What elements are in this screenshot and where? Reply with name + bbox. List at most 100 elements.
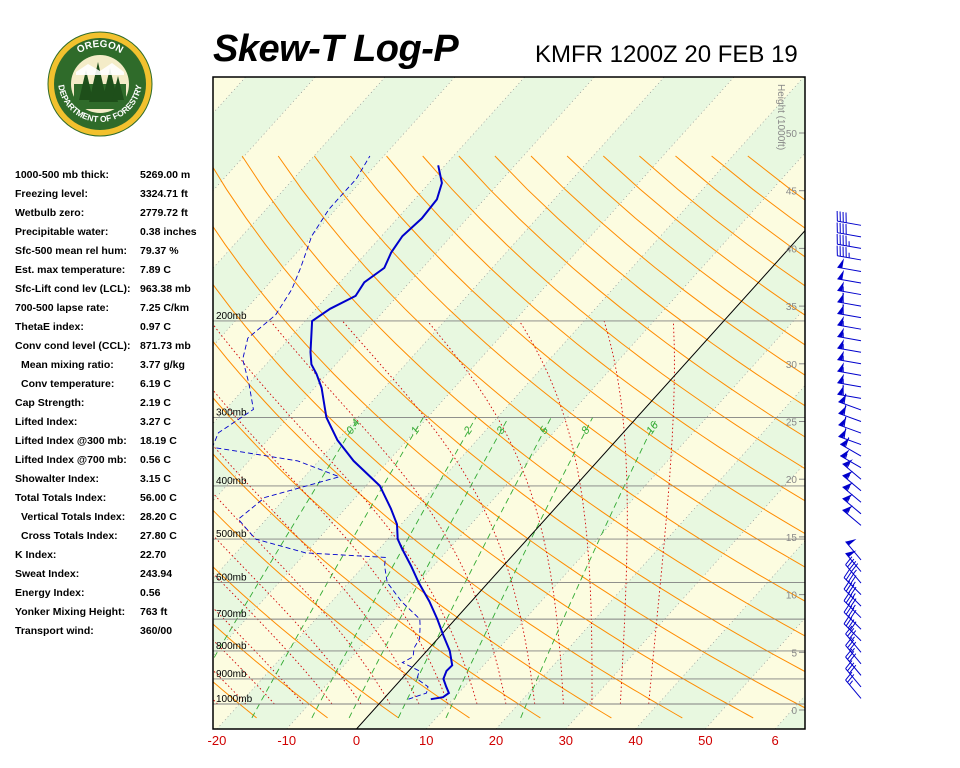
wind-barb <box>837 258 862 272</box>
index-row: Total Totals Index: 56.00 C <box>15 489 215 508</box>
wind-barb-staff <box>845 679 862 699</box>
index-label: Lifted Index @700 mb: <box>15 454 127 466</box>
temperature-axis: -20 -10 0 10 20 30 40 50 6 <box>208 733 779 748</box>
index-row: Lifted Index: 3.27 C <box>15 413 215 432</box>
index-row: K Index: 22.70 <box>15 546 215 565</box>
wind-barb-pennant <box>837 350 844 361</box>
wind-barb <box>837 339 862 353</box>
dewpoint-profile-line <box>213 155 429 700</box>
index-value: 871.73 mb <box>140 340 191 352</box>
index-value: 3.15 C <box>140 473 171 485</box>
index-row: Sfc-500 mean rel hum: 79.37 % <box>15 242 215 261</box>
wind-barb-pennant <box>838 394 847 404</box>
index-value: 360/00 <box>140 625 173 637</box>
wind-barb-staff <box>843 623 862 642</box>
wind-barbs <box>836 210 862 699</box>
index-label: Est. max temperature: <box>15 264 126 276</box>
wind-barb-pennant <box>842 482 853 491</box>
index-label: Energy Index: <box>15 587 85 599</box>
wind-barb-half-feather <box>850 636 855 642</box>
zero-isotherm-line <box>356 229 805 729</box>
index-row: Wetbulb zero: 2779.72 ft <box>15 204 215 223</box>
temperature-tick-label: 0 <box>353 733 360 748</box>
wind-barb-pennant <box>845 539 857 546</box>
isotherm-band <box>635 540 805 729</box>
dry-adiabat-line <box>313 155 805 568</box>
wind-barb <box>837 362 862 376</box>
wind-barb <box>837 350 862 365</box>
height-tick-label: 30 <box>786 360 798 371</box>
index-value: 22.70 <box>140 549 167 561</box>
wind-barb-pennant <box>837 327 844 338</box>
dry-adiabat-line <box>386 155 805 502</box>
wind-barb-staff <box>837 370 862 376</box>
index-value: 79.37 % <box>140 245 179 257</box>
index-value: 7.25 C/km <box>140 302 190 314</box>
index-value: 0.56 C <box>140 454 171 466</box>
index-row: ThetaE index: 0.97 C <box>15 318 215 337</box>
wind-barb <box>839 437 862 457</box>
wind-barb-feather <box>849 560 857 570</box>
dry-adiabat-line <box>494 155 805 407</box>
index-row: Showalter Index: 3.15 C <box>15 470 215 489</box>
index-value: 56.00 C <box>140 492 177 504</box>
index-label: Total Totals Index: <box>15 492 107 504</box>
wind-barb <box>836 210 862 226</box>
temperature-tick-label: 20 <box>489 733 503 748</box>
mixing-ratio-label: 1 <box>409 425 422 437</box>
wind-barb-pennant <box>837 269 844 280</box>
wind-barb-feather <box>844 437 850 448</box>
mixing-ratio-line <box>311 417 477 719</box>
isobar-label: 300mb <box>216 407 247 418</box>
wind-barb-feather <box>845 660 853 669</box>
wind-barb-pennant <box>840 449 850 459</box>
wind-barb-pennant <box>842 470 853 479</box>
wind-barb-pennant <box>838 428 847 439</box>
wind-barb-pennant <box>837 258 844 269</box>
wind-barb <box>837 327 862 342</box>
height-tick-label: 0 <box>791 706 797 717</box>
oregon-forestry-logo: OREGON DEPARTMENT OF FORESTRY <box>47 31 153 137</box>
wind-barb <box>842 482 862 503</box>
index-value: 763 ft <box>140 606 168 618</box>
mixing-ratio-line <box>213 417 360 661</box>
svg-text:OREGON: OREGON <box>75 39 125 56</box>
wind-barb-staff <box>838 424 862 434</box>
wind-barb-feather <box>849 664 857 674</box>
index-value: 3.27 C <box>140 416 171 428</box>
mixing-ratio-line <box>520 417 658 719</box>
index-value: 0.97 C <box>140 321 171 333</box>
wind-barb-feather <box>843 416 847 427</box>
isobar-label: 200mb <box>216 311 247 322</box>
wind-barb-feather <box>849 641 857 651</box>
wind-barb-half-feather <box>852 581 856 587</box>
isobar-label: 600mb <box>216 572 247 583</box>
wind-barb-staff <box>837 312 862 319</box>
index-row: Lifted Index @300 mb: 18.19 C <box>15 432 215 451</box>
wind-barb-feather <box>849 575 857 585</box>
height-tick-label: 40 <box>786 244 798 255</box>
wind-barb <box>845 660 862 688</box>
wind-barb-half-feather <box>852 604 856 610</box>
wind-barb <box>836 245 862 261</box>
wind-barb-pennant <box>838 417 847 427</box>
index-row: Lifted Index @700 mb: 0.56 C <box>15 451 215 470</box>
wind-barb-feather <box>850 563 859 572</box>
index-label: Vertical Totals Index: <box>21 511 126 523</box>
index-label: Transport wind: <box>15 625 94 637</box>
index-row: Precipitable water: 0.38 inches <box>15 223 215 242</box>
wind-barb-half-feather <box>846 497 851 503</box>
wind-barb-half-feather <box>850 648 855 653</box>
index-label: K Index: <box>15 549 57 561</box>
wind-barb-pennant <box>838 405 847 415</box>
height-tick-label: 20 <box>786 475 798 486</box>
wind-barb-staff <box>837 278 862 284</box>
wind-barb <box>837 304 862 319</box>
wind-barb-feather <box>843 568 851 578</box>
index-label: ThetaE index: <box>15 321 84 333</box>
moist-adiabat-line <box>213 389 449 705</box>
isotherm-band <box>213 77 525 424</box>
index-value: 963.38 mb <box>140 283 191 295</box>
wind-barb-feather <box>849 653 857 662</box>
wind-barb-half-feather <box>852 593 856 598</box>
